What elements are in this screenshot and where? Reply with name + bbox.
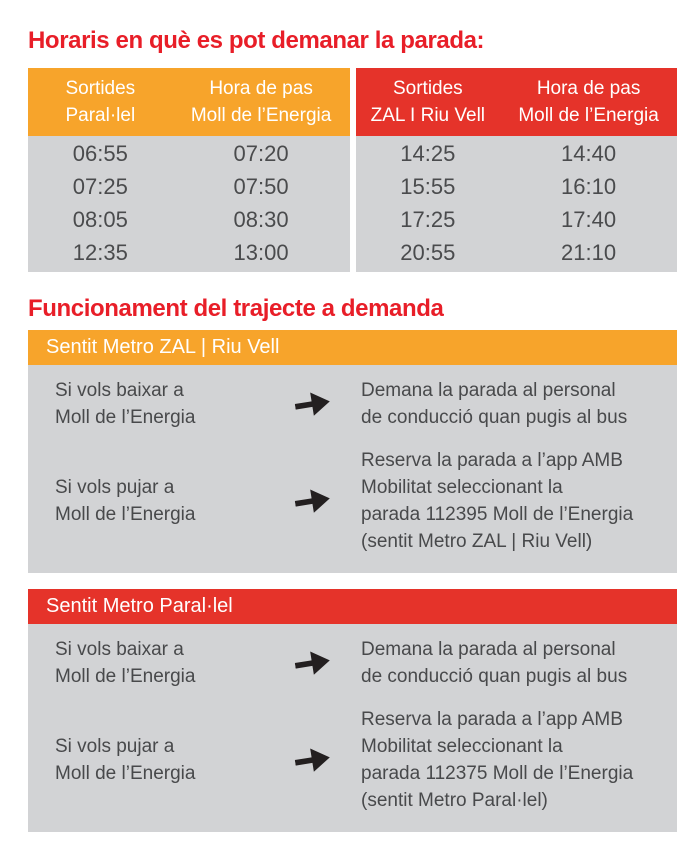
- demand-row: Si vols baixar a Moll de l’Energia Deman…: [55, 636, 659, 690]
- schedule-title: Horaris en què es pot demanar la parada:: [28, 27, 485, 54]
- column-header-sortides: Sortides ZAL I Riu Vell: [370, 78, 486, 126]
- column-header-hora-de-pas: Hora de pas Moll de l’Energia: [518, 78, 659, 126]
- column-header-sortides: Sortides Paral·lel: [65, 78, 136, 126]
- condition-text: Si vols baixar a Moll de l’Energia: [55, 639, 196, 687]
- table-body-zal-riu-vell: 14:25 14:40 15:55 16:10 17:25 17:40 20:5…: [355, 136, 678, 272]
- time-cell: 08:30: [233, 207, 289, 232]
- time-cell: 20:55: [400, 240, 456, 265]
- table-body-paral-lel: 06:55 07:20 07:25 07:50 08:05 08:30 12:3…: [28, 136, 350, 272]
- time-cell: 21:10: [561, 240, 617, 265]
- section-header: Sentit Metro ZAL | Riu Vell: [28, 330, 677, 365]
- arrow-right-icon: [294, 648, 331, 678]
- demand-row: Si vols baixar a Moll de l’Energia Deman…: [55, 377, 659, 431]
- time-cell: 17:25: [400, 207, 456, 232]
- action-text: Reserva la parada a l’app AMB Mobilitat …: [361, 709, 634, 811]
- table-row: 20:55 21:10: [356, 236, 678, 269]
- condition-text: Si vols pujar a Moll de l’Energia: [55, 477, 196, 525]
- operation-title: Funcionament del trajecte a demanda: [28, 295, 444, 322]
- time-cell: 07:20: [233, 141, 289, 166]
- time-cell: 12:35: [72, 240, 128, 265]
- action-text: Demana la parada al personal de conducci…: [361, 380, 628, 428]
- time-cell: 14:40: [561, 141, 617, 166]
- time-cell: 07:50: [233, 174, 289, 199]
- table-row: 15:55 16:10: [356, 170, 678, 203]
- condition-text: Si vols pujar a Moll de l’Energia: [55, 736, 196, 784]
- table-row: 12:35 13:00: [28, 236, 350, 269]
- table-row: 08:05 08:30: [28, 203, 350, 236]
- arrow-right-icon: [294, 745, 331, 775]
- time-cell: 16:10: [561, 174, 617, 199]
- schedule-table-zal-riu-vell: Sortides ZAL I Riu Vell Hora de pas Moll…: [355, 68, 678, 272]
- table-row: 07:25 07:50: [28, 170, 350, 203]
- table-row: 14:25 14:40: [356, 137, 678, 170]
- table-header-paral-lel: Sortides Paral·lel Hora de pas Moll de l…: [28, 68, 350, 136]
- section-body: Si vols baixar a Moll de l’Energia Deman…: [28, 365, 677, 573]
- schedule-tables: Sortides Paral·lel Hora de pas Moll de l…: [28, 68, 677, 272]
- time-cell: 15:55: [400, 174, 456, 199]
- column-header-hora-de-pas: Hora de pas Moll de l’Energia: [190, 78, 332, 126]
- arrow-right-icon: [294, 486, 331, 516]
- time-cell: 14:25: [400, 141, 456, 166]
- table-row: 17:25 17:40: [356, 203, 678, 236]
- action-text: Demana la parada al personal de conducci…: [361, 639, 628, 687]
- section-sentit-zal-riu-vell: Sentit Metro ZAL | Riu Vell Si vols baix…: [28, 330, 677, 573]
- table-header-zal-riu-vell: Sortides ZAL I Riu Vell Hora de pas Moll…: [355, 68, 677, 136]
- section-sentit-paral-lel: Sentit Metro Paral·lel Si vols baixar a …: [28, 589, 677, 832]
- time-cell: 06:55: [72, 141, 128, 166]
- demand-row: Si vols pujar a Moll de l’Energia Reserv…: [55, 447, 659, 555]
- time-cell: 17:40: [561, 207, 617, 232]
- section-header: Sentit Metro Paral·lel: [28, 589, 677, 624]
- time-cell: 07:25: [72, 174, 128, 199]
- action-text: Reserva la parada a l’app AMB Mobilitat …: [361, 450, 634, 552]
- time-cell: 13:00: [233, 240, 289, 265]
- demand-row: Si vols pujar a Moll de l’Energia Reserv…: [55, 706, 659, 814]
- table-row: 06:55 07:20: [28, 137, 350, 170]
- schedule-table-paral-lel: Sortides Paral·lel Hora de pas Moll de l…: [28, 68, 350, 272]
- section-body: Si vols baixar a Moll de l’Energia Deman…: [28, 624, 677, 832]
- arrow-right-icon: [294, 389, 331, 419]
- condition-text: Si vols baixar a Moll de l’Energia: [55, 380, 196, 428]
- time-cell: 08:05: [72, 207, 128, 232]
